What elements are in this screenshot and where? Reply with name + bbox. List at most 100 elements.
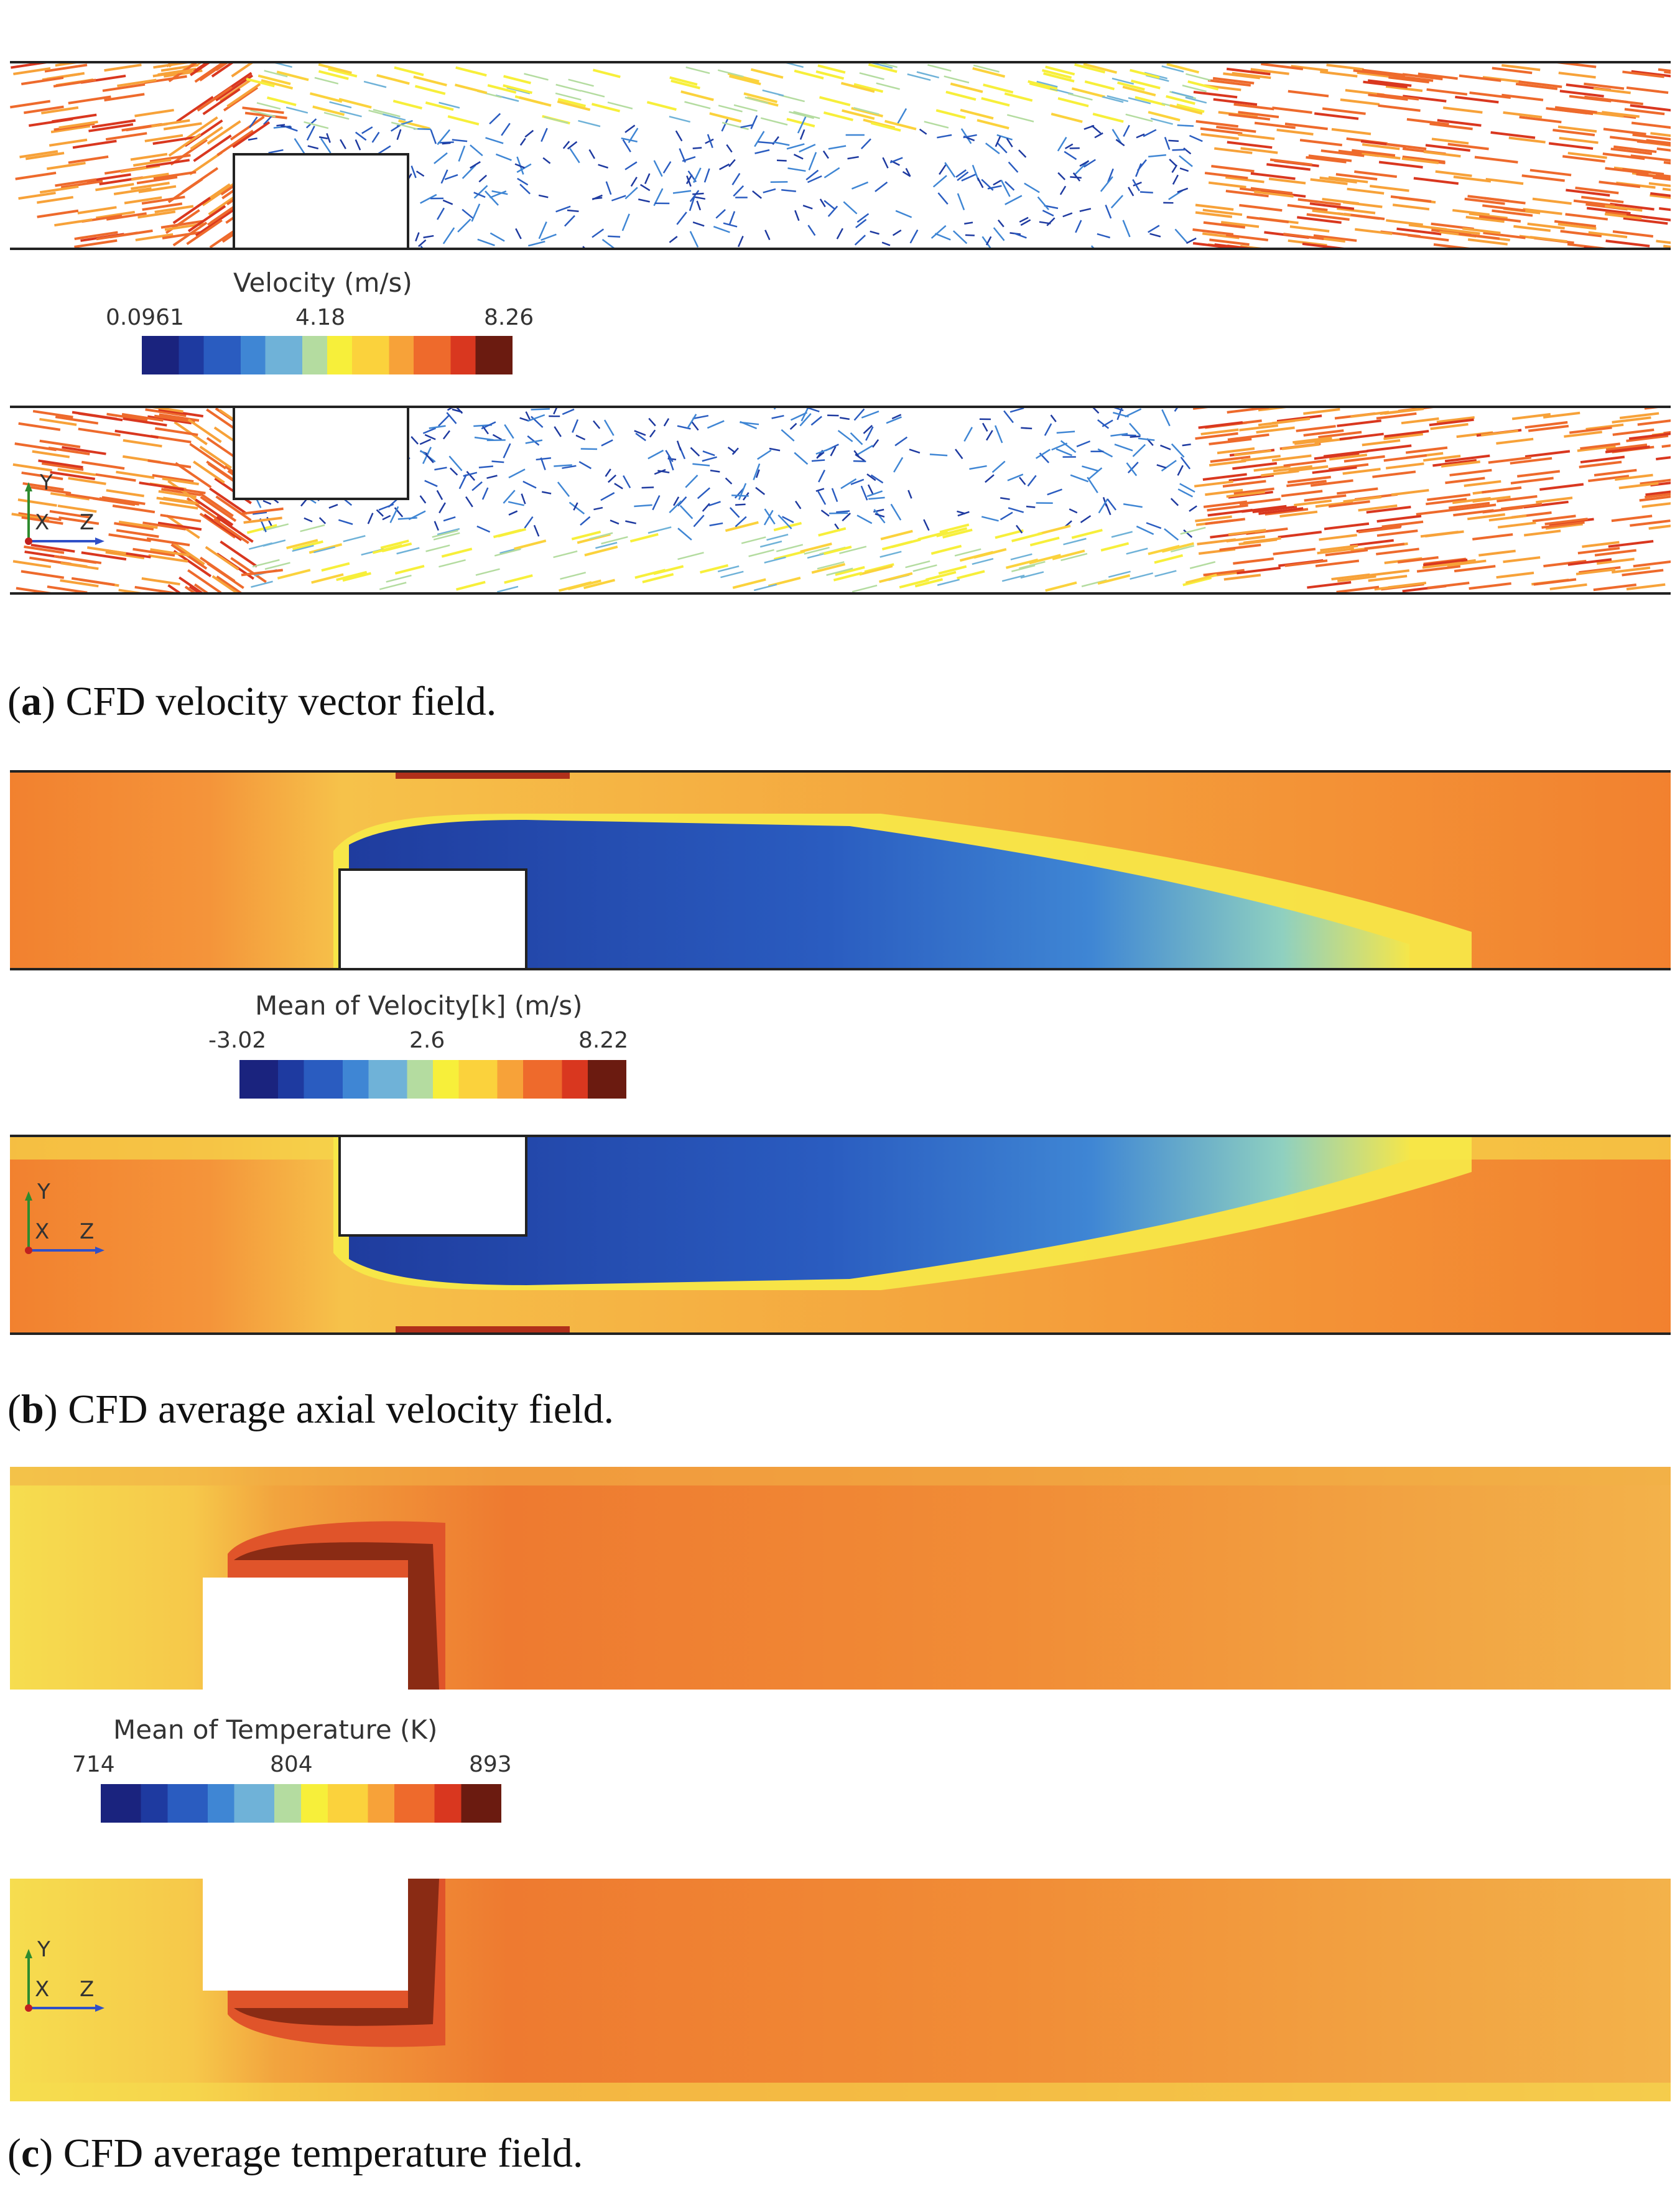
vector-arrow [635,432,646,442]
vector-arrow [473,192,486,198]
vector-arrow [1560,230,1602,238]
vector-arrow [160,513,202,523]
vector-arrow [677,552,704,560]
vector-arrow [568,78,594,87]
vector-arrow [37,209,79,218]
vector-arrow [1288,239,1327,247]
vector-arrow [867,484,874,495]
vector-arrow [1097,574,1131,585]
vector-arrow [1297,216,1342,224]
vector-arrow [649,429,656,438]
vector-arrow [189,442,227,470]
vector-arrow [647,526,672,534]
vector-arrow [123,439,162,448]
vector-arrow [60,579,99,588]
vector-arrow [1656,239,1671,244]
vector-arrow [598,164,608,169]
vector-arrow [692,221,705,227]
vector-arrow [1632,133,1671,141]
vector-arrow [198,492,234,518]
vector-arrow [696,200,702,211]
vector-arrow [215,61,232,72]
vector-arrow [519,417,529,422]
legend-title: Mean of Velocity[k] (m/s) [255,990,583,1021]
vector-arrow [1008,507,1024,513]
vector-arrow [1459,74,1501,82]
vector-arrow [1294,499,1332,507]
vector-arrow [805,169,819,180]
vector-arrow [179,576,207,595]
vector-arrow [154,414,195,424]
vector-arrow [1080,515,1092,523]
vector-arrow [1603,128,1646,136]
vector-arrow [1064,151,1077,160]
vector-arrow [96,231,138,241]
vector-arrow [473,185,488,199]
vector-arrow [1114,444,1133,452]
vector-arrow [773,141,790,146]
vector-arrow [519,137,526,146]
vector-arrow [564,215,575,227]
vector-arrow [246,524,277,534]
vector-arrow [954,548,982,557]
vector-arrow [57,504,97,513]
vector-arrow [193,460,225,484]
vector-arrow [853,83,884,93]
vector-arrow [1279,510,1318,518]
vector-arrow [158,490,197,498]
channel-wall [10,406,1671,408]
vector-arrow [800,542,832,553]
vector-arrow [871,121,901,132]
vector-arrow [1347,187,1385,195]
vector-arrow [753,583,777,592]
vector-arrow [1645,493,1671,499]
vector-arrow [820,509,830,517]
vector-arrow [824,546,852,556]
vector-arrow [292,544,314,552]
vector-arrow [105,132,147,141]
vector-arrow [1449,468,1492,477]
vector-arrow [855,218,867,228]
vector-arrow [757,449,772,460]
vector-arrow [894,436,908,447]
vector-arrow [1472,495,1511,503]
vector-arrow [1459,232,1500,240]
vector-arrow [817,491,827,505]
vector-arrow [781,189,796,192]
vector-arrow [268,149,284,154]
vector-arrow [148,554,188,563]
vector-arrow [753,463,761,480]
vector-arrow [1011,564,1036,572]
vector-arrow [1484,197,1526,205]
vector-arrow [342,572,371,582]
vector-arrow [1619,412,1659,420]
vector-arrow [1268,177,1306,185]
vector-arrow [1628,432,1671,440]
axis-triad-icon [25,1949,104,2012]
vector-arrow [1256,426,1295,434]
vector-arrow [141,195,185,205]
vector-arrow [1084,124,1095,130]
vector-arrow [114,522,154,531]
vector-arrow [1488,456,1532,464]
vector-arrow [1557,125,1597,133]
vector-arrow [361,126,373,134]
vector-arrow [1510,457,1552,465]
vector-arrow [1132,444,1146,457]
vector-arrow [1331,573,1370,581]
vector-arrow [1337,575,1376,583]
vector-arrow [1079,208,1092,212]
vector-arrow [847,156,859,160]
vector-arrow [1325,549,1368,557]
vector-arrow [1202,232,1240,239]
vector-arrow [1128,97,1151,105]
vector-arrow [41,106,79,114]
vector-arrow [750,115,758,129]
vector-arrow [684,101,711,109]
vector-arrow [37,195,74,204]
vector-arrow [151,119,190,128]
vector-arrow [286,539,318,550]
vector-arrow [1431,137,1469,145]
vector-arrow [541,128,548,142]
vector-arrow [879,551,902,558]
